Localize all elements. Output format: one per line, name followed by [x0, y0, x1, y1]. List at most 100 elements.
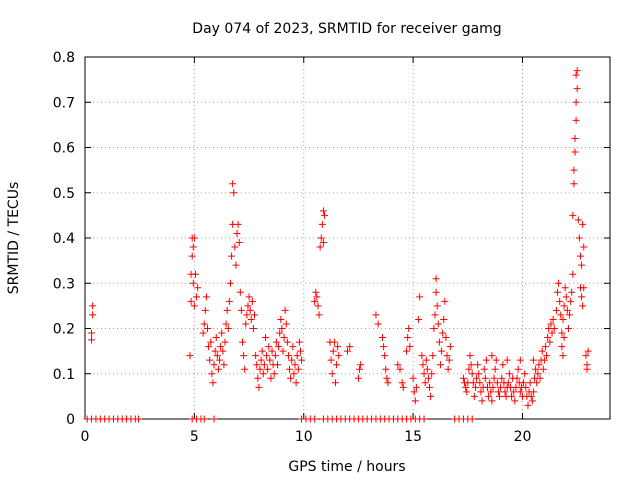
data-point	[233, 229, 241, 237]
data-point	[584, 347, 592, 355]
x-tick-label: 10	[295, 429, 313, 445]
data-point	[516, 356, 524, 364]
data-point	[510, 388, 518, 396]
data-point	[208, 370, 216, 378]
data-point	[260, 361, 268, 369]
data-point	[333, 361, 341, 369]
data-point	[567, 297, 575, 305]
data-point	[243, 311, 251, 319]
data-point	[535, 361, 543, 369]
data-point	[424, 374, 432, 382]
data-point	[188, 252, 196, 260]
data-point	[558, 329, 566, 337]
data-point	[219, 347, 227, 355]
data-point	[225, 297, 233, 305]
data-point	[210, 361, 218, 369]
data-point	[88, 336, 96, 344]
data-point	[257, 356, 265, 364]
data-point	[190, 302, 198, 310]
data-point	[420, 370, 428, 378]
data-point	[497, 383, 505, 391]
data-point	[406, 343, 414, 351]
data-point	[570, 180, 578, 188]
data-point	[372, 311, 380, 319]
y-tick-label: 0.5	[53, 186, 75, 202]
data-point	[487, 388, 495, 396]
data-point	[434, 320, 442, 328]
data-point	[482, 356, 490, 364]
data-point	[550, 325, 558, 332]
data-point	[573, 85, 581, 93]
data-point	[532, 365, 540, 373]
data-point	[223, 306, 231, 314]
data-point	[356, 365, 364, 373]
data-point	[268, 347, 276, 355]
data-point	[416, 293, 424, 301]
data-point	[330, 338, 338, 346]
data-point	[346, 343, 354, 351]
data-point	[557, 311, 565, 319]
data-point	[538, 347, 546, 355]
data-point	[440, 315, 448, 323]
data-point	[213, 352, 221, 360]
data-point	[572, 71, 580, 79]
data-point	[255, 383, 263, 391]
data-point	[511, 397, 519, 405]
data-point	[211, 347, 219, 355]
y-tick-label: 0.1	[53, 367, 75, 383]
data-point	[334, 343, 342, 351]
data-point	[570, 166, 578, 174]
data-point	[319, 239, 327, 247]
data-point	[580, 243, 588, 251]
data-point	[232, 261, 240, 269]
data-point	[246, 306, 254, 314]
data-point	[298, 356, 306, 364]
data-point	[564, 325, 572, 332]
data-point	[529, 356, 537, 364]
data-point	[319, 207, 327, 215]
data-point	[524, 401, 532, 409]
data-point	[572, 116, 580, 124]
data-point	[315, 311, 323, 319]
data-point	[426, 383, 434, 391]
data-point	[256, 365, 264, 373]
data-point	[383, 374, 391, 382]
data-point	[423, 365, 431, 373]
data-point	[549, 315, 557, 323]
data-point	[499, 361, 507, 369]
x-tick-label: 15	[404, 429, 422, 445]
y-tick-label: 0.3	[53, 276, 75, 292]
data-point	[547, 320, 555, 328]
data-point	[536, 374, 544, 382]
y-tick-label: 0	[66, 412, 75, 428]
data-point	[558, 343, 566, 351]
data-point	[430, 325, 438, 332]
data-point	[419, 361, 427, 369]
data-point	[508, 392, 516, 400]
data-point	[253, 361, 261, 369]
data-point	[193, 293, 201, 301]
y-tick-label: 0.2	[53, 322, 75, 338]
data-point	[475, 370, 483, 378]
data-point	[276, 329, 284, 337]
data-point	[543, 352, 551, 360]
data-point	[403, 347, 411, 355]
data-point	[432, 288, 440, 296]
data-point	[411, 397, 419, 405]
data-point	[244, 302, 252, 310]
data-point	[207, 338, 215, 346]
data-point	[279, 347, 287, 355]
data-point	[242, 320, 250, 328]
data-point	[381, 352, 389, 360]
data-point	[410, 388, 418, 396]
data-points	[83, 67, 592, 423]
data-point	[239, 338, 246, 346]
data-point	[548, 329, 556, 337]
data-point	[467, 361, 475, 369]
data-point	[412, 383, 420, 391]
data-point	[541, 343, 549, 351]
data-point	[429, 352, 437, 360]
data-point	[245, 293, 253, 301]
data-point	[418, 352, 426, 360]
data-point	[556, 297, 564, 305]
